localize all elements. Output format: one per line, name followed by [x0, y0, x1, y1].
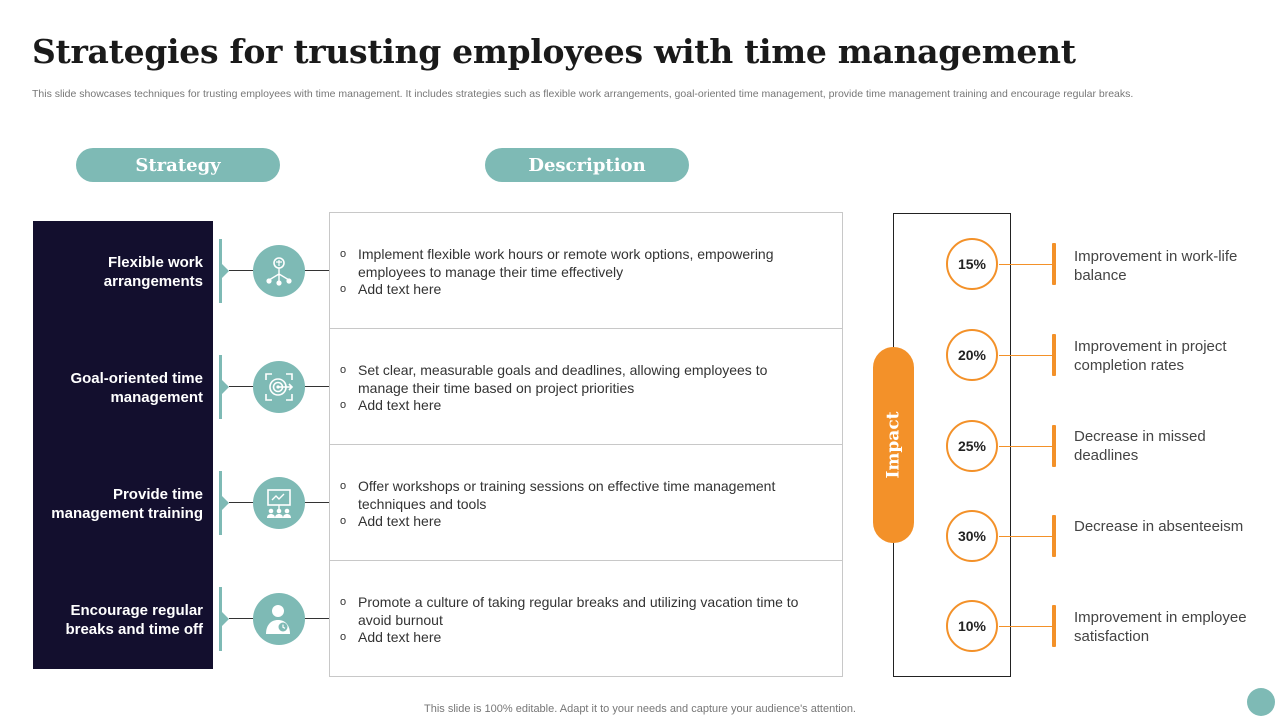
description-bullet: o Add text here	[340, 281, 442, 297]
impact-marker	[1052, 334, 1056, 376]
description-row: o Promote a culture of taking regular bre…	[330, 561, 842, 677]
corner-dot	[1247, 688, 1275, 716]
strategy-label: Goal-oriented time management	[70, 370, 203, 406]
strategy-header: Strategy	[76, 148, 280, 182]
slide-subtitle: This slide showcases techniques for trus…	[32, 88, 1134, 100]
target-icon	[253, 361, 305, 413]
impact-percent: 15%	[946, 238, 998, 290]
description-bullet: o Add text here	[340, 629, 442, 645]
network-people-icon	[253, 245, 305, 297]
impact-text: Decrease in missed deadlines	[1074, 428, 1206, 464]
impact-header-pill	[873, 347, 914, 543]
description-header: Description	[485, 148, 689, 182]
strategy-label: Provide time management training	[51, 486, 203, 522]
strategy-panel: Flexible work arrangements Goal-oriented…	[33, 221, 213, 669]
impact-percent: 20%	[946, 329, 998, 381]
impact-marker	[1052, 605, 1056, 647]
row-accent-notch	[222, 612, 229, 626]
person-break-icon	[253, 593, 305, 645]
impact-text: Improvement in project completion rates	[1074, 338, 1227, 374]
impact-percent: 10%	[946, 600, 998, 652]
row-accent-bar	[219, 471, 222, 535]
slide-title: Strategies for trusting employees with t…	[32, 32, 1076, 71]
description-bullet: o Promote a culture of taking regular bre…	[340, 594, 799, 628]
row-accent-notch	[222, 264, 229, 278]
row-accent-notch	[222, 496, 229, 510]
description-bullet: o Add text here	[340, 397, 442, 413]
row-accent-bar	[219, 239, 222, 303]
description-bullet: o Set clear, measurable goals and deadlin…	[340, 362, 768, 396]
impact-marker	[1052, 515, 1056, 557]
impact-connector	[999, 536, 1055, 537]
description-table: o Implement flexible work hours or remote…	[329, 212, 843, 677]
impact-connector	[999, 355, 1055, 356]
description-bullet: o Add text here	[340, 513, 442, 529]
row-accent-bar	[219, 587, 222, 651]
description-row: o Implement flexible work hours or remote…	[330, 213, 842, 329]
row-accent-bar	[219, 355, 222, 419]
strategy-label: Encourage regular breaks and time off	[65, 602, 203, 638]
impact-connector	[999, 446, 1055, 447]
row-accent-notch	[222, 380, 229, 394]
description-row: o Set clear, measurable goals and deadlin…	[330, 329, 842, 445]
impact-marker	[1052, 243, 1056, 285]
strategy-label: Flexible work arrangements	[103, 254, 203, 290]
impact-connector	[999, 626, 1055, 627]
slide-footer: This slide is 100% editable. Adapt it to…	[424, 703, 856, 715]
training-presentation-icon	[253, 477, 305, 529]
impact-text: Improvement in employee satisfaction	[1074, 609, 1247, 645]
impact-connector	[999, 264, 1055, 265]
impact-percent: 25%	[946, 420, 998, 472]
impact-header: Impact	[883, 411, 904, 479]
impact-text: Improvement in work-life balance	[1074, 248, 1238, 284]
description-row: o Offer workshops or training sessions on…	[330, 445, 842, 561]
impact-marker	[1052, 425, 1056, 467]
description-bullet: o Offer workshops or training sessions on…	[340, 478, 776, 512]
description-bullet: o Implement flexible work hours or remote…	[340, 246, 774, 280]
impact-percent: 30%	[946, 510, 998, 562]
impact-text: Decrease in absenteeism	[1074, 518, 1244, 535]
